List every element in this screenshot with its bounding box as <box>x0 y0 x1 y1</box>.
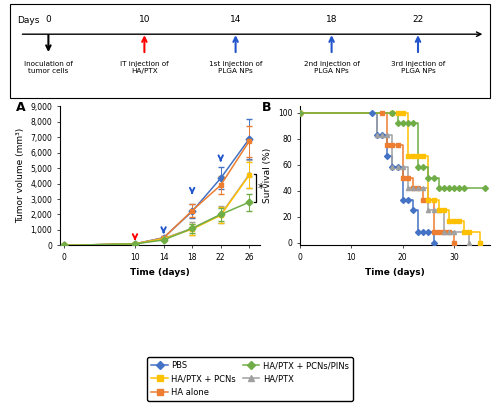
Text: 10: 10 <box>138 15 150 24</box>
X-axis label: Time (days): Time (days) <box>130 267 190 276</box>
Text: B: B <box>262 101 272 114</box>
Legend: PBS, HA/PTX + PCNs, HA alone, HA/PTX + PCNs/PINs, HA/PTX: PBS, HA/PTX + PCNs, HA alone, HA/PTX + P… <box>147 357 353 401</box>
Text: 22: 22 <box>412 15 424 24</box>
Text: 14: 14 <box>230 15 241 24</box>
Text: 1st injection of
PLGA NPs: 1st injection of PLGA NPs <box>209 61 262 74</box>
Text: 0: 0 <box>46 15 52 24</box>
Text: *: * <box>258 182 264 195</box>
Text: Inoculation of
tumor cells: Inoculation of tumor cells <box>24 61 73 74</box>
Text: 3rd injection of
PLGA NPs: 3rd injection of PLGA NPs <box>391 61 445 74</box>
X-axis label: Time (days): Time (days) <box>365 267 425 276</box>
Y-axis label: Survival (%): Survival (%) <box>264 148 272 204</box>
Text: 18: 18 <box>326 15 338 24</box>
Text: IT injection of
HA/PTX: IT injection of HA/PTX <box>120 61 168 74</box>
Text: 2nd injection of
PLGA NPs: 2nd injection of PLGA NPs <box>304 61 360 74</box>
Y-axis label: Tumor volume (mm³): Tumor volume (mm³) <box>16 128 25 223</box>
Text: Days: Days <box>17 16 40 25</box>
Text: A: A <box>16 101 26 114</box>
